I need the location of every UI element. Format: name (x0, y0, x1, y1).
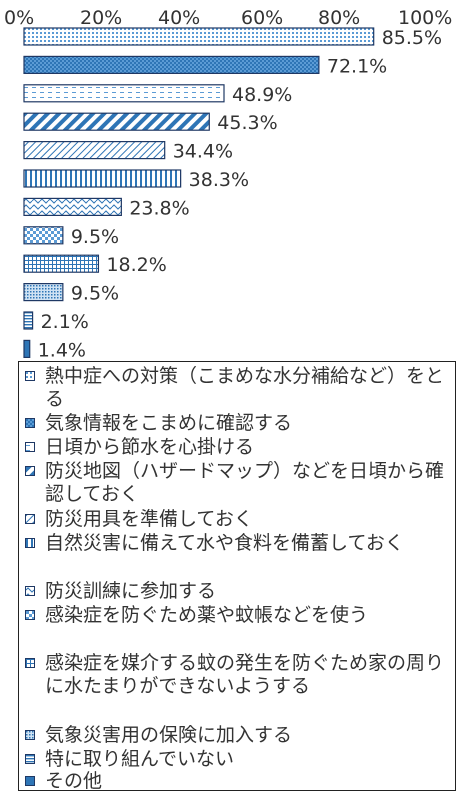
data-label: 9.5% (71, 226, 119, 248)
legend-item: 特に取り組んでいない (25, 748, 449, 771)
data-label: 1.4% (38, 339, 86, 360)
legend-label: 熱中症への対策（こまめな水分補給など）をとる (45, 365, 445, 410)
bar (23, 197, 122, 216)
legend-item: その他 (25, 770, 449, 793)
legend-label: 防災用具を準備しておく (45, 508, 253, 530)
legend-item: 気象災害用の保険に加入する (25, 724, 449, 747)
x-tick-label: 20% (80, 7, 122, 29)
legend-label: 気象情報をこまめに確認する (45, 412, 293, 434)
legend-label: 防災地図（ハザードマップ）などを日頃から確認しておく (45, 460, 445, 505)
data-label: 72.1% (327, 55, 387, 77)
x-tick-label: 40% (158, 7, 200, 29)
bar (23, 339, 31, 358)
legend-item: 感染症を防ぐため薬や蚊帳などを使う (25, 604, 449, 627)
legend-item: 熱中症への対策（こまめな水分補給など）をとる (25, 365, 449, 411)
data-label: 34.4% (173, 141, 233, 163)
legend-label: 特に取り組んでいない (45, 748, 235, 770)
data-label: 18.2% (106, 254, 166, 276)
legend-label: 防災訓練に参加する (45, 580, 217, 602)
bar (23, 55, 320, 75)
legend-item: 自然災害に備えて水や食料を備蓄しておく (25, 532, 449, 555)
legend-label: 感染症を媒介する蚊の発生を防ぐため家の周りに水たまりができないようする (45, 652, 445, 697)
legend-swatch (25, 514, 35, 524)
x-tick-label: 60% (241, 7, 283, 29)
legend-swatch (25, 586, 35, 596)
legend-swatch (25, 658, 35, 668)
data-label: 85.5% (382, 27, 442, 49)
legend-item: 感染症を媒介する蚊の発生を防ぐため家の周りに水たまりができないようする (25, 652, 449, 698)
legend-label: 自然災害に備えて水や食料を備蓄しておく (45, 532, 404, 554)
bar (23, 141, 166, 160)
legend-swatch (25, 442, 35, 452)
legend-label: 日頃から節水を心掛ける (45, 436, 255, 458)
bar (23, 112, 210, 131)
legend-swatch (25, 776, 35, 786)
legend-item: 日頃から節水を心掛ける (25, 436, 449, 459)
legend-item: 防災用具を準備しておく (25, 508, 449, 531)
legend-swatch (25, 538, 35, 548)
bar (23, 226, 64, 245)
bar-chart: 0% 20% 40% 60% 80% 100% 85.5% 72.1% 48.9% 45.3% 3… (4, 7, 452, 360)
legend-swatch (25, 371, 35, 381)
legend-swatch (25, 730, 35, 740)
bar (23, 169, 182, 188)
legend-item: 防災訓練に参加する (25, 580, 449, 603)
x-tick-label: 0% (4, 7, 34, 29)
bar (23, 27, 375, 46)
legend-swatch (25, 610, 35, 620)
data-label: 45.3% (217, 112, 277, 134)
data-label: 38.3% (189, 169, 249, 191)
data-label: 2.1% (41, 311, 89, 333)
legend-item: 気象情報をこまめに確認する (25, 412, 449, 435)
bar (23, 283, 64, 302)
legend-swatch (25, 418, 35, 428)
data-label: 48.9% (232, 84, 292, 106)
data-label: 23.8% (129, 197, 189, 219)
legend-label: 感染症を防ぐため薬や蚊帳などを使う (45, 604, 369, 626)
x-tick-label: 80% (318, 7, 360, 29)
legend-swatch (25, 754, 35, 764)
chart-legend: 熱中症への対策（こまめな水分補給など）をとる 気象情報をこまめに確認する 日頃から節… (18, 361, 456, 793)
legend-label: 気象災害用の保険に加入する (45, 724, 293, 746)
bar (23, 311, 34, 330)
legend-swatch (25, 466, 35, 476)
legend-label: その他 (45, 770, 103, 792)
legend-item: 防災地図（ハザードマップ）などを日頃から確認しておく (25, 460, 449, 506)
bar (23, 84, 225, 103)
x-tick-label: 100% (398, 7, 452, 29)
bar (23, 254, 100, 273)
data-label: 9.5% (71, 283, 119, 305)
